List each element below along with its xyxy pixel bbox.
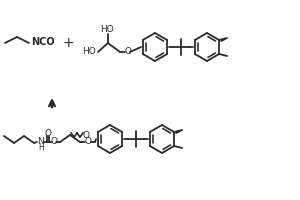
- Text: HO: HO: [82, 47, 96, 56]
- Text: N: N: [38, 138, 44, 146]
- Text: O: O: [50, 138, 58, 146]
- Text: H: H: [38, 143, 44, 152]
- Text: O: O: [124, 47, 131, 56]
- Text: HO: HO: [100, 24, 114, 33]
- Text: O: O: [44, 129, 52, 138]
- Text: +: +: [62, 36, 74, 50]
- Text: NCO: NCO: [31, 37, 55, 47]
- Text: O: O: [82, 130, 89, 140]
- Text: O: O: [85, 138, 92, 146]
